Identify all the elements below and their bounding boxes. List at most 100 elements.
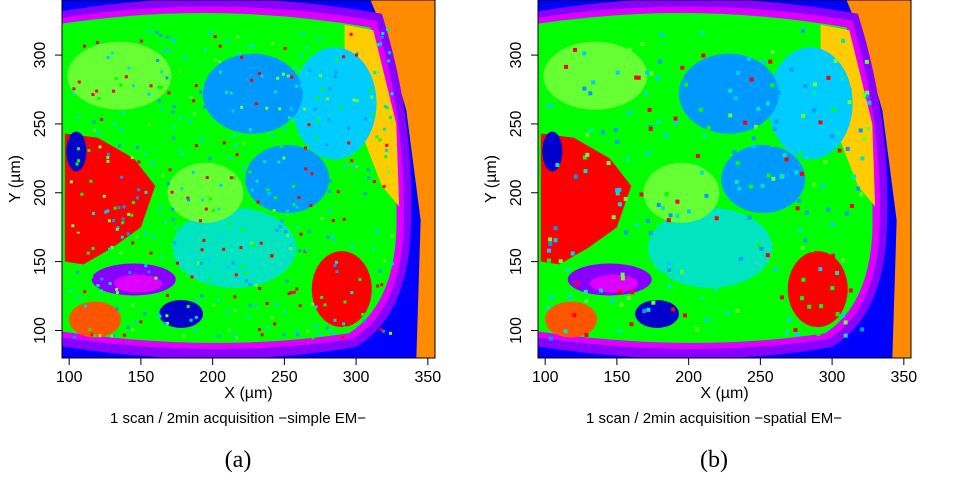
heatmap-pixel	[335, 260, 339, 264]
heatmap-pixel	[555, 163, 560, 168]
heatmap-pixel	[122, 111, 126, 115]
heatmap-pixel	[226, 39, 230, 43]
heatmap-pixel	[172, 136, 176, 140]
heatmap-pixel	[855, 186, 860, 191]
heatmap-pixel	[235, 336, 239, 340]
heatmap-pixel	[830, 222, 835, 227]
heatmap-pixel	[325, 143, 329, 147]
heatmap-pixel	[296, 333, 300, 337]
heatmap-pixel	[156, 59, 160, 63]
heatmap-pixel	[826, 207, 831, 212]
heatmap-pixel	[800, 296, 805, 301]
heatmap-pixel	[320, 87, 324, 91]
heatmap-pixel	[629, 322, 634, 327]
heatmap-pixel	[189, 318, 193, 322]
heatmap-pixel	[811, 91, 816, 96]
heatmap-pixel	[837, 148, 842, 153]
heatmap-pixel	[760, 183, 765, 188]
heatmap-pixel	[119, 83, 123, 87]
heatmap-pixel	[254, 283, 258, 287]
heatmap-pixel	[667, 284, 672, 289]
heatmap-pixel	[96, 131, 100, 135]
heatmap-pixel	[328, 87, 332, 91]
heatmap-pixel	[656, 334, 661, 339]
y-tick-label: 150	[508, 248, 525, 275]
heatmap-pixel	[170, 207, 174, 211]
heatmap-pixel	[794, 332, 799, 337]
heatmap-pixel	[99, 289, 103, 293]
heatmap-pixel	[75, 162, 79, 166]
heatmap-pixel	[303, 107, 307, 111]
heatmap-pixel	[131, 84, 135, 88]
heatmap-pixel	[250, 241, 254, 245]
heatmap-pixel	[327, 189, 331, 193]
region-magenta-lobe	[114, 274, 163, 293]
heatmap-pixel	[98, 145, 102, 149]
heatmap-pixel	[251, 45, 255, 49]
heatmap-pixel	[615, 191, 620, 196]
heatmap-pixel	[75, 270, 79, 274]
heatmap-pixel	[617, 289, 622, 294]
region-deep-blue-left	[66, 131, 87, 172]
heatmap-pixel	[304, 248, 308, 252]
heatmap-pixel	[270, 133, 274, 137]
heatmap-pixel	[173, 241, 177, 245]
region-aqua	[172, 207, 297, 288]
heatmap-pixel	[207, 258, 211, 262]
heatmap-pixel	[343, 300, 347, 304]
heatmap-pixel	[704, 193, 709, 198]
x-tick-label: 100	[56, 369, 83, 386]
region-deep-blue-left	[542, 131, 563, 172]
heatmap-pixel	[749, 77, 754, 82]
heatmap-pixel	[157, 85, 161, 89]
heatmap-pixel	[657, 59, 662, 64]
heatmap-pixel	[379, 42, 383, 46]
heatmap-pixel	[72, 335, 76, 339]
heatmap-pixel	[70, 243, 74, 247]
heatmap-pixel	[359, 181, 363, 185]
heatmap-pixel	[385, 106, 389, 110]
heatmap-pixel	[801, 28, 806, 33]
heatmap-pixel	[615, 70, 620, 75]
heatmap-pixel	[380, 35, 384, 39]
heatmap-pixel	[89, 179, 93, 183]
heatmap-pixel	[246, 315, 250, 319]
heatmap-pixel	[167, 91, 171, 95]
heatmap-pixel	[317, 37, 321, 41]
heatmap-pixel	[807, 304, 812, 309]
heatmap-pixel	[251, 243, 255, 247]
heatmap-pixel	[314, 137, 318, 141]
heatmap-pixel	[327, 118, 331, 122]
heatmap-pixel	[771, 176, 776, 181]
heatmap-pixel	[370, 95, 374, 99]
heatmap-pixel	[549, 295, 554, 300]
heatmap-pixel	[219, 183, 223, 187]
x-axis-label: X (µm)	[700, 385, 748, 402]
heatmap-pixel	[126, 27, 130, 31]
heatmap-pixel	[573, 47, 578, 52]
heatmap-pixel	[816, 331, 821, 336]
region-dark-orange	[68, 301, 121, 338]
heatmap-chart-b: 100 150 200 250 300 350 100 150 200 250 300 X (µm) Y…	[483, 0, 917, 402]
heatmap-pixel	[114, 77, 118, 81]
heatmap-pixel	[190, 252, 194, 256]
heatmap-pixel	[112, 89, 116, 93]
heatmap-pixel	[294, 66, 298, 70]
heatmap-pixel	[570, 251, 575, 256]
heatmap-pixel	[91, 211, 95, 215]
heatmap-pixel	[260, 333, 264, 337]
heatmap-pixel	[209, 320, 213, 324]
heatmap-pixel	[254, 260, 258, 264]
heatmap-pixel	[355, 99, 359, 103]
heatmap-pixel	[159, 34, 163, 38]
heatmap-pixel	[773, 112, 778, 117]
heatmap-pixel	[601, 258, 606, 263]
heatmap-pixel	[144, 190, 148, 194]
heatmap-pixel	[100, 118, 104, 122]
heatmap-pixel	[336, 190, 340, 194]
heatmap-chart-a: 100 150 200 250 300 350 100 150 200 250 300 X (µm) Y…	[7, 0, 441, 402]
heatmap-pixel	[298, 249, 302, 253]
heatmap-pixel	[222, 247, 226, 251]
heatmap-pixel	[128, 271, 132, 275]
heatmap-pixel	[313, 107, 317, 111]
